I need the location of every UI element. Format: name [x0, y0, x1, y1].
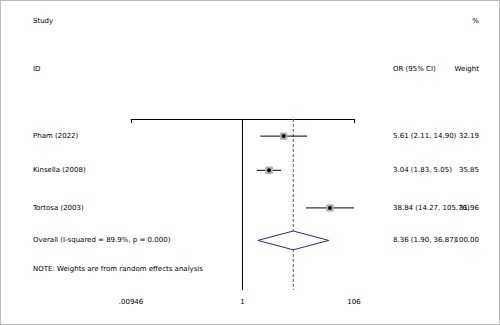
svg-text:Weight: Weight — [455, 65, 480, 73]
svg-text:8.36 (1.90, 36.87): 8.36 (1.90, 36.87) — [393, 236, 457, 244]
svg-text:38.84 (14.27, 105.76): 38.84 (14.27, 105.76) — [393, 203, 470, 212]
svg-text:Tortosa (2003): Tortosa (2003) — [32, 204, 84, 212]
svg-text:100.00: 100.00 — [455, 236, 480, 244]
svg-text:OR (95% CI): OR (95% CI) — [393, 65, 436, 73]
svg-text:1: 1 — [240, 298, 244, 306]
svg-text:31.96: 31.96 — [459, 204, 480, 212]
svg-text:%: % — [472, 17, 479, 25]
svg-text:5.61 (2.11, 14.90): 5.61 (2.11, 14.90) — [393, 132, 457, 140]
svg-text:Study: Study — [33, 17, 53, 25]
svg-text:32.19: 32.19 — [459, 132, 479, 140]
svg-text:NOTE: Weights are from random: NOTE: Weights are from random effects an… — [33, 265, 203, 273]
svg-text:35.85: 35.85 — [459, 166, 479, 174]
svg-text:.00946: .00946 — [119, 298, 144, 306]
svg-text:Kinsella (2008): Kinsella (2008) — [33, 166, 86, 174]
svg-text:Pham (2022): Pham (2022) — [33, 132, 79, 140]
svg-text:ID: ID — [33, 65, 40, 73]
svg-text:106: 106 — [347, 298, 361, 306]
svg-text:3.04 (1.83, 5.05): 3.04 (1.83, 5.05) — [393, 166, 452, 174]
svg-text:Overall (I-squared = 89.9%, p: Overall (I-squared = 89.9%, p = 0.000) — [33, 236, 171, 244]
